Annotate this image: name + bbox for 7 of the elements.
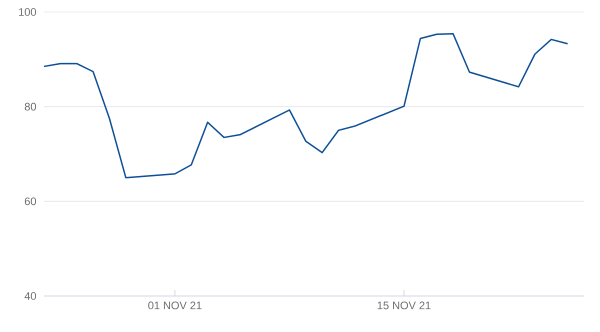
y-tick-label: 80 — [24, 102, 36, 111]
line-series — [43, 33, 568, 178]
x-tick-label: 15 NOV 21 — [378, 302, 431, 310]
y-tick-label: 60 — [24, 197, 36, 206]
y-tick-label: 40 — [24, 292, 36, 300]
x-tick-label: 01 NOV 21 — [148, 302, 202, 310]
y-tick-label: 100 — [19, 8, 36, 16]
